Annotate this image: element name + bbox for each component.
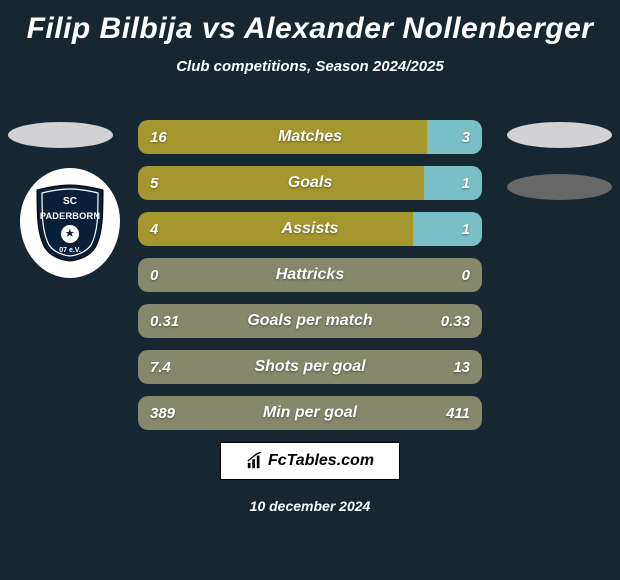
stat-label: Matches bbox=[138, 120, 482, 154]
footer-date: 10 december 2024 bbox=[0, 498, 620, 514]
stat-value-right: 13 bbox=[453, 350, 470, 384]
stat-value-right: 1 bbox=[462, 166, 470, 200]
club-badge: SC PADERBORN 07 e.V. bbox=[20, 168, 120, 278]
stat-label: Shots per goal bbox=[138, 350, 482, 384]
stat-label: Min per goal bbox=[138, 396, 482, 430]
stat-row: Goals5 1 bbox=[138, 166, 482, 200]
stat-row: Shots per goal7.4 13 bbox=[138, 350, 482, 384]
footer-brand-box: FcTables.com bbox=[220, 442, 400, 480]
stat-row: Assists4 1 bbox=[138, 212, 482, 246]
svg-text:PADERBORN: PADERBORN bbox=[40, 211, 100, 221]
stat-value-right: 1 bbox=[462, 212, 470, 246]
stat-label: Assists bbox=[138, 212, 482, 246]
paderborn-shield-icon: SC PADERBORN 07 e.V. bbox=[35, 184, 105, 262]
stat-value-right: 0.33 bbox=[441, 304, 470, 338]
stat-value-left: 7.4 bbox=[150, 350, 171, 384]
chart-icon bbox=[246, 452, 264, 470]
player-right-ellipse-2 bbox=[507, 174, 612, 200]
stat-label: Goals per match bbox=[138, 304, 482, 338]
stat-value-left: 0 bbox=[150, 258, 158, 292]
player-left-ellipse bbox=[8, 122, 113, 148]
stat-value-right: 3 bbox=[462, 120, 470, 154]
stat-row: Matches16 3 bbox=[138, 120, 482, 154]
footer-brand-text: FcTables.com bbox=[268, 452, 374, 470]
stats-bars: Matches163Goals51Assists41Hattricks00Goa… bbox=[138, 120, 482, 442]
stat-value-right: 411 bbox=[446, 396, 470, 430]
stat-label: Goals bbox=[138, 166, 482, 200]
player-right-ellipse-1 bbox=[507, 122, 612, 148]
svg-text:07 e.V.: 07 e.V. bbox=[59, 247, 81, 254]
stat-value-left: 5 bbox=[150, 166, 158, 200]
stat-value-right: 0 bbox=[462, 258, 470, 292]
stat-row: Goals per match0.31 0.33 bbox=[138, 304, 482, 338]
club-badge-shield: SC PADERBORN 07 e.V. bbox=[35, 184, 105, 262]
page-title: Filip Bilbija vs Alexander Nollenberger bbox=[0, 0, 620, 46]
stat-row: Hattricks0 0 bbox=[138, 258, 482, 292]
stat-label: Hattricks bbox=[138, 258, 482, 292]
svg-text:SC: SC bbox=[63, 196, 77, 207]
stat-value-left: 16 bbox=[150, 120, 167, 154]
stat-row: Min per goal389 411 bbox=[138, 396, 482, 430]
stat-value-left: 0.31 bbox=[150, 304, 179, 338]
stat-value-left: 4 bbox=[150, 212, 158, 246]
stat-value-left: 389 bbox=[150, 396, 175, 430]
comparison-infographic: Filip Bilbija vs Alexander Nollenberger … bbox=[0, 0, 620, 580]
page-subtitle: Club competitions, Season 2024/2025 bbox=[0, 58, 620, 75]
